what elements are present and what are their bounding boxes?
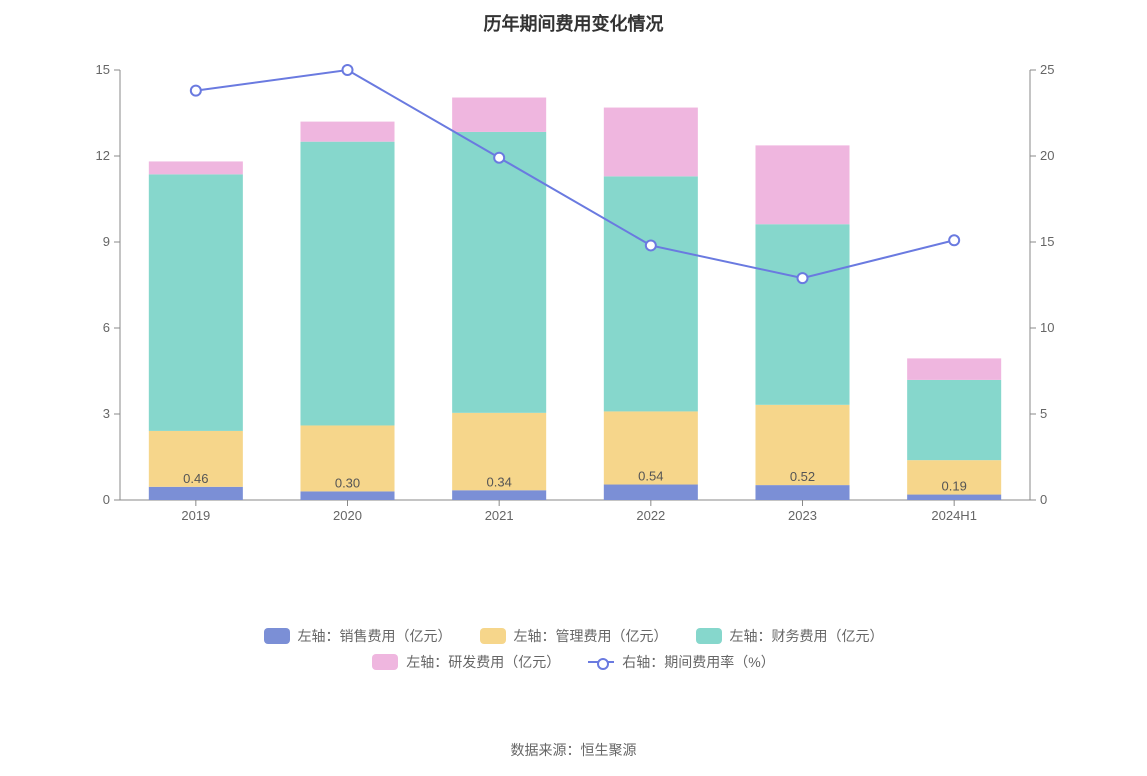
y-right-tick-label: 10 — [1040, 320, 1054, 335]
bar-rnd[interactable] — [452, 98, 546, 132]
bar-rnd[interactable] — [149, 161, 243, 174]
legend-item-sales[interactable]: 左轴：销售费用（亿元） — [264, 626, 452, 646]
legend-label: 左轴：财务费用（亿元） — [730, 626, 884, 646]
x-tick-label: 2020 — [333, 508, 362, 523]
line-marker-period_rate[interactable] — [646, 240, 656, 250]
chart-title: 历年期间费用变化情况 — [0, 10, 1147, 36]
y-right-tick-label: 0 — [1040, 492, 1047, 507]
y-left-tick-label: 12 — [96, 148, 110, 163]
y-left-tick-label: 3 — [103, 406, 110, 421]
legend-line-swatch — [588, 654, 614, 670]
bar-finance[interactable] — [149, 174, 243, 431]
chart-svg: 0 3 6 9 12 15 0 5 10 15 20 25 2019 2020 2021 2022 2023 20… — [80, 60, 1070, 530]
x-tick-label: 2023 — [788, 508, 817, 523]
line-marker-period_rate[interactable] — [494, 153, 504, 163]
x-tick-label: 2024H1 — [931, 508, 977, 523]
legend-label: 左轴：销售费用（亿元） — [298, 626, 452, 646]
bar-finance[interactable] — [452, 132, 546, 413]
bar-rnd[interactable] — [755, 145, 849, 224]
legend-item-rnd[interactable]: 左轴：研发费用（亿元） — [372, 652, 560, 672]
legend-swatch — [480, 628, 506, 644]
legend-row: 左轴：研发费用（亿元） 右轴：期间费用率（%） — [0, 652, 1147, 672]
line-marker-period_rate[interactable] — [343, 65, 353, 75]
y-right-tick-label: 5 — [1040, 406, 1047, 421]
chart-plot-area: 0 3 6 9 12 15 0 5 10 15 20 25 2019 2020 2021 2022 2023 20… — [80, 60, 1070, 530]
x-tick-label: 2022 — [636, 508, 665, 523]
bar-finance[interactable] — [300, 142, 394, 426]
legend-row: 左轴：销售费用（亿元） 左轴：管理费用（亿元） 左轴：财务费用（亿元） — [0, 626, 1147, 646]
bar-finance[interactable] — [907, 380, 1001, 460]
y-left-tick-label: 6 — [103, 320, 110, 335]
data-source: 数据来源：恒生聚源 — [0, 740, 1147, 760]
legend-swatch — [696, 628, 722, 644]
legend-label: 左轴：研发费用（亿元） — [406, 652, 560, 672]
bar-finance[interactable] — [604, 176, 698, 411]
y-left-tick-label: 0 — [103, 492, 110, 507]
bar-value-label: 0.30 — [335, 475, 360, 490]
bar-sales[interactable] — [755, 485, 849, 500]
line-marker-period_rate[interactable] — [949, 235, 959, 245]
bar-value-label: 0.54 — [638, 469, 663, 484]
bar-value-label: 0.34 — [487, 474, 512, 489]
line-marker-period_rate[interactable] — [191, 86, 201, 96]
legend-swatch — [372, 654, 398, 670]
bar-rnd[interactable] — [300, 122, 394, 142]
legend-item-period_rate[interactable]: 右轴：期间费用率（%） — [588, 652, 774, 672]
bar-value-label: 0.19 — [942, 479, 967, 494]
bar-sales[interactable] — [149, 487, 243, 500]
chart-legend: 左轴：销售费用（亿元） 左轴：管理费用（亿元） 左轴：财务费用（亿元） 左轴：研发费用… — [0, 620, 1147, 678]
chart-container: { "title": { "text": "历年期间费用变化情况", "font… — [0, 0, 1147, 776]
y-right-tick-label: 15 — [1040, 234, 1054, 249]
bar-rnd[interactable] — [907, 358, 1001, 380]
bar-sales[interactable] — [604, 485, 698, 500]
legend-swatch — [264, 628, 290, 644]
x-tick-label: 2019 — [181, 508, 210, 523]
bar-finance[interactable] — [755, 224, 849, 405]
chart-title-text: 历年期间费用变化情况 — [484, 14, 664, 34]
legend-item-finance[interactable]: 左轴：财务费用（亿元） — [696, 626, 884, 646]
y-right-tick-label: 20 — [1040, 148, 1054, 163]
data-source-name: 恒生聚源 — [581, 742, 637, 758]
legend-item-mgmt[interactable]: 左轴：管理费用（亿元） — [480, 626, 668, 646]
bar-rnd[interactable] — [604, 108, 698, 177]
y-right-tick-label: 25 — [1040, 62, 1054, 77]
bar-sales[interactable] — [907, 495, 1001, 500]
bar-value-label: 0.46 — [183, 471, 208, 486]
y-left-tick-label: 15 — [96, 62, 110, 77]
x-tick-label: 2021 — [485, 508, 514, 523]
data-source-prefix: 数据来源： — [511, 742, 581, 758]
line-marker-period_rate[interactable] — [798, 273, 808, 283]
legend-label: 右轴：期间费用率（%） — [622, 652, 774, 672]
bar-sales[interactable] — [300, 491, 394, 500]
bar-value-label: 0.52 — [790, 469, 815, 484]
legend-label: 左轴：管理费用（亿元） — [514, 626, 668, 646]
bar-sales[interactable] — [452, 490, 546, 500]
y-left-tick-label: 9 — [103, 234, 110, 249]
